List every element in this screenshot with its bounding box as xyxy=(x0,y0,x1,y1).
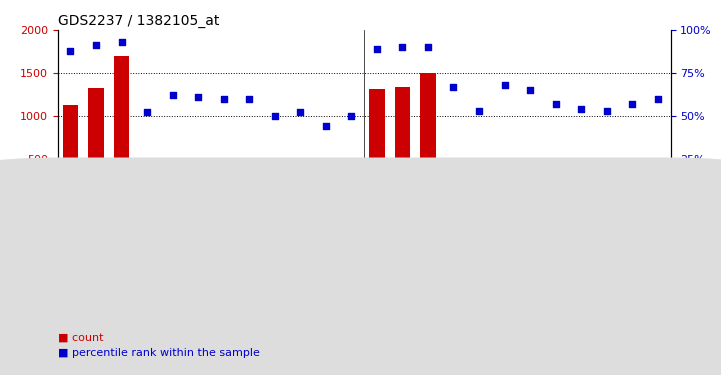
Bar xyxy=(165,176,180,201)
Point xyxy=(218,96,229,102)
Text: 2 d: 2 d xyxy=(164,248,182,258)
Text: shock: shock xyxy=(25,214,58,223)
FancyBboxPatch shape xyxy=(58,201,364,236)
FancyBboxPatch shape xyxy=(364,236,441,270)
Bar xyxy=(242,179,257,201)
Point xyxy=(601,108,612,114)
Bar xyxy=(624,183,640,201)
Point xyxy=(550,101,562,107)
FancyBboxPatch shape xyxy=(518,236,594,270)
Point xyxy=(116,39,128,45)
Point xyxy=(524,87,536,93)
Point xyxy=(269,113,280,119)
FancyBboxPatch shape xyxy=(211,236,288,270)
Point xyxy=(371,46,383,52)
Bar xyxy=(573,180,589,201)
Text: GDS2237 / 1382105_at: GDS2237 / 1382105_at xyxy=(58,13,219,28)
Bar xyxy=(369,89,384,201)
Point xyxy=(90,42,102,48)
Text: ■ percentile rank within the sample: ■ percentile rank within the sample xyxy=(58,348,260,357)
FancyBboxPatch shape xyxy=(288,236,364,270)
Bar xyxy=(472,185,487,201)
Point xyxy=(575,106,587,112)
Point xyxy=(244,96,255,102)
FancyBboxPatch shape xyxy=(594,236,671,270)
Point xyxy=(294,109,306,115)
Point xyxy=(499,82,510,88)
FancyBboxPatch shape xyxy=(134,236,211,270)
Bar xyxy=(497,170,512,201)
Bar xyxy=(446,172,461,201)
Point xyxy=(652,96,663,102)
Bar xyxy=(344,189,359,201)
Text: 7 d: 7 d xyxy=(624,248,641,258)
Point xyxy=(167,92,178,98)
Bar xyxy=(63,105,78,201)
Bar xyxy=(190,173,205,201)
Bar xyxy=(548,180,563,201)
Bar xyxy=(139,186,155,201)
Bar xyxy=(267,176,283,201)
Text: 7 d: 7 d xyxy=(317,248,335,258)
Point xyxy=(65,48,76,54)
FancyBboxPatch shape xyxy=(58,236,134,270)
Bar xyxy=(216,173,231,201)
Bar xyxy=(599,184,614,201)
Text: 1 d: 1 d xyxy=(87,248,105,258)
Point xyxy=(627,101,638,107)
Text: sham control: sham control xyxy=(174,214,247,223)
Bar xyxy=(420,73,435,201)
Text: 1 d: 1 d xyxy=(394,248,411,258)
Bar xyxy=(89,88,104,201)
Bar xyxy=(523,174,538,201)
Text: 2 d: 2 d xyxy=(470,248,488,258)
FancyBboxPatch shape xyxy=(441,236,518,270)
Point xyxy=(320,123,332,129)
Bar xyxy=(114,56,129,201)
Text: time: time xyxy=(32,248,58,258)
Text: 4 d: 4 d xyxy=(240,248,258,258)
Point xyxy=(473,108,485,114)
Point xyxy=(423,44,434,50)
Point xyxy=(345,113,357,119)
Bar xyxy=(650,176,665,201)
Bar xyxy=(395,87,410,201)
Point xyxy=(141,109,153,115)
Text: 4 d: 4 d xyxy=(547,248,565,258)
Bar xyxy=(318,191,333,201)
Point xyxy=(193,94,204,100)
Bar xyxy=(293,188,308,201)
Point xyxy=(448,84,459,90)
Text: ■ count: ■ count xyxy=(58,333,103,342)
Text: burn: burn xyxy=(505,214,530,223)
FancyBboxPatch shape xyxy=(364,201,671,236)
Point xyxy=(397,44,408,50)
